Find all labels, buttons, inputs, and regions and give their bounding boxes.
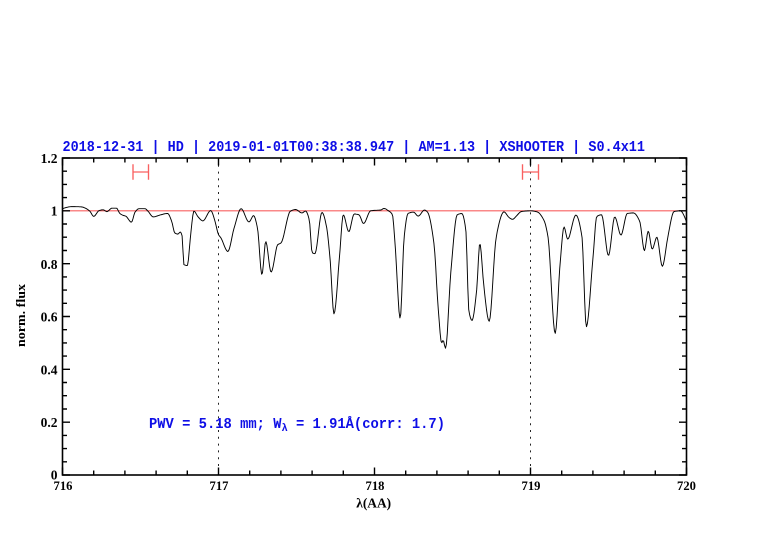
svg-text:1.2: 1.2 (41, 151, 58, 166)
svg-text:716: 716 (54, 479, 73, 493)
svg-text:1: 1 (51, 204, 58, 219)
svg-text:0.8: 0.8 (41, 257, 58, 272)
svg-text:718: 718 (366, 479, 385, 493)
svg-text:norm. flux: norm. flux (14, 283, 28, 347)
svg-text:λ(AA): λ(AA) (356, 496, 391, 511)
svg-text:0: 0 (51, 468, 58, 483)
svg-text:2018-12-31 | HD | 2019-01-01T0: 2018-12-31 | HD | 2019-01-01T00:38:38.94… (63, 140, 646, 156)
svg-text:0.6: 0.6 (41, 309, 58, 324)
svg-text:0.4: 0.4 (41, 362, 58, 377)
svg-text:719: 719 (522, 479, 541, 493)
svg-text:0.2: 0.2 (41, 415, 58, 430)
svg-text:PWV = 5.18 mm; Wλ = 1.91Å(corr: PWV = 5.18 mm; Wλ = 1.91Å(corr: 1.7) (149, 415, 445, 435)
svg-text:720: 720 (677, 479, 696, 493)
svg-text:717: 717 (210, 479, 229, 493)
